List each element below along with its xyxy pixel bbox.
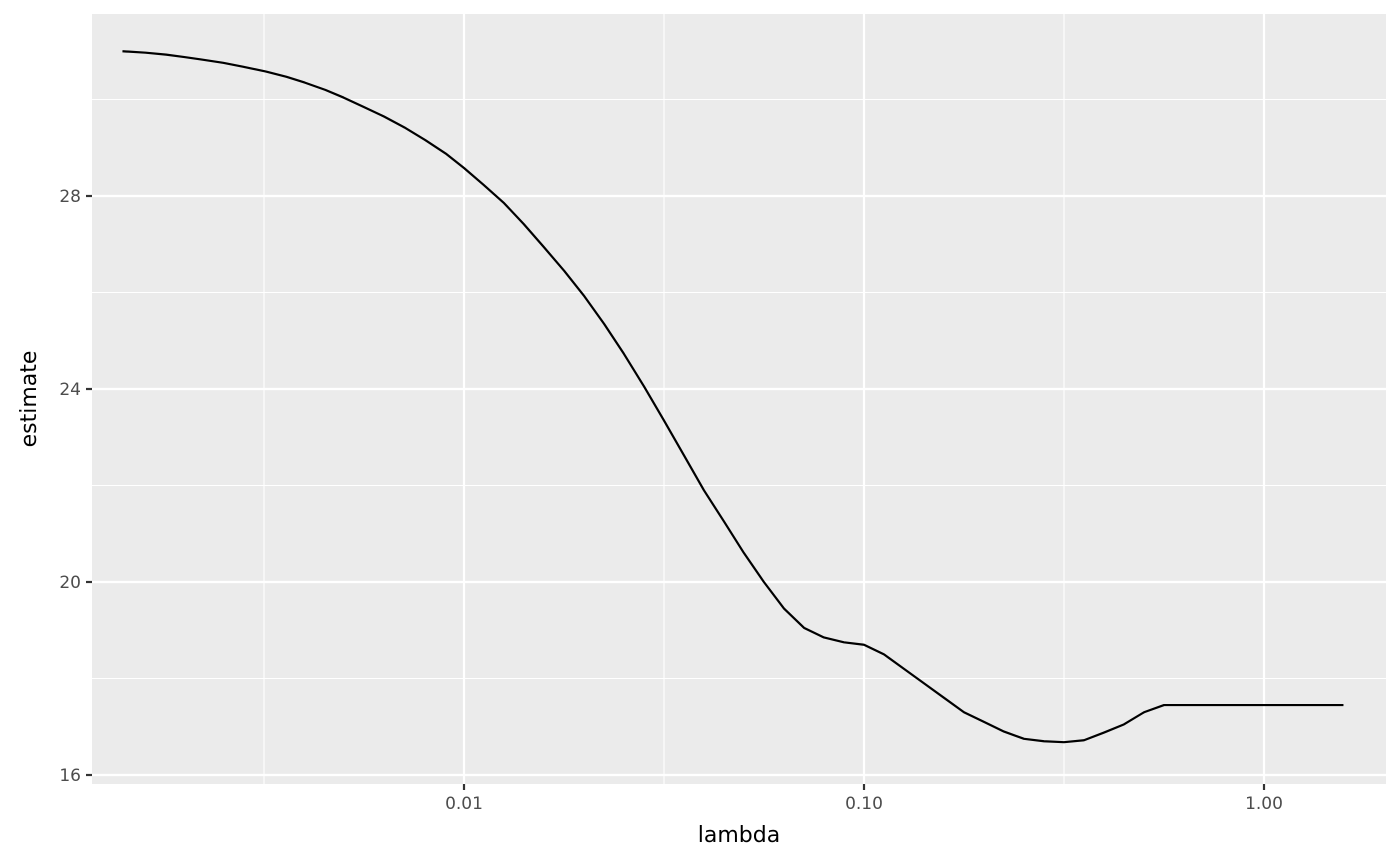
x-tick-label: 0.01	[445, 794, 483, 814]
grid-layer	[92, 14, 1386, 784]
panel-background	[92, 14, 1386, 784]
series-line	[122, 50, 1344, 744]
y-tick-label: 24	[59, 380, 81, 400]
y-tick-label: 16	[59, 766, 81, 786]
y-tick-label: 28	[59, 187, 81, 207]
y-axis-title: estimate	[17, 351, 42, 448]
axis-layer: 0.01 0.10 1.00 16 20 24 28	[59, 187, 1283, 814]
y-tick-label: 20	[59, 573, 81, 593]
x-axis-title: lambda	[698, 823, 780, 848]
line-layer	[122, 50, 1344, 744]
x-tick-label: 0.10	[845, 794, 883, 814]
x-tick-label: 1.00	[1245, 794, 1283, 814]
